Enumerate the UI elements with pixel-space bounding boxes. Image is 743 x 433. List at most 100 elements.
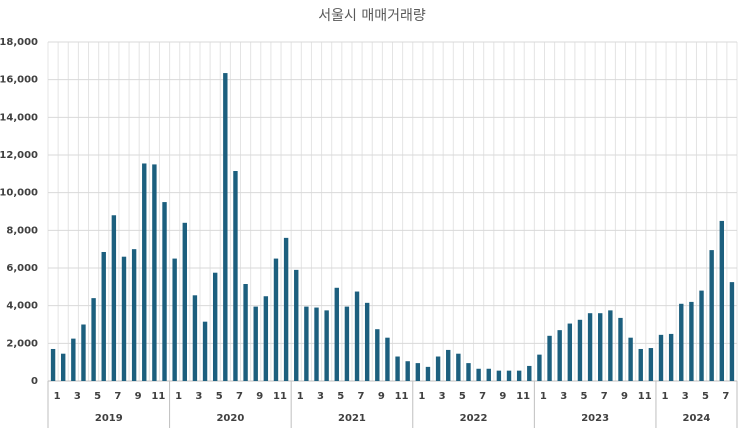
bar [395,356,400,381]
x-tick-label: 9 [621,391,628,402]
year-label: 2024 [683,413,711,424]
x-tick-label: 1 [540,391,547,402]
bar [60,353,66,381]
bar [314,307,319,381]
bar [212,272,218,381]
x-tick-label: 1 [418,391,425,402]
x-tick-label: 1 [175,391,182,402]
bar [71,338,76,381]
bar [294,269,299,381]
bar [496,370,502,381]
bar [638,348,643,381]
chart-title: 서울시 매매거래량 [318,8,426,24]
bar [425,366,431,381]
x-tick-label: 5 [94,391,101,402]
bar [223,73,228,381]
bar [283,237,289,381]
bar [344,306,350,381]
year-label: 2023 [581,413,609,424]
bar [415,363,421,381]
x-tick-label: 7 [236,391,243,402]
bar [577,319,583,381]
bar [263,296,269,381]
bar [537,354,542,381]
bar [152,164,157,381]
year-label: 2020 [216,413,244,424]
bar [334,287,339,381]
bar [486,368,491,381]
y-tick-label: 2,000 [6,338,38,349]
bar [385,337,390,381]
y-tick-label: 6,000 [6,263,38,274]
y-tick-label: 8,000 [6,225,38,236]
bar [405,361,410,381]
bar [527,365,532,381]
x-tick-label: 5 [580,391,587,402]
bar [506,370,512,381]
bar [111,215,117,381]
bar [699,290,704,381]
bar [679,303,684,381]
bar [668,333,674,381]
y-tick-label: 0 [31,376,38,387]
bar [466,363,471,381]
bar [253,306,258,381]
bar [172,258,177,381]
bar [729,282,735,381]
x-tick-label: 7 [479,391,486,402]
bar [202,321,208,381]
bar [162,202,167,381]
x-tick-label: 3 [560,391,567,402]
x-tick-label: 3 [317,391,324,402]
bar [719,220,725,381]
x-tick-label: 9 [256,391,263,402]
bar [435,356,441,381]
x-tick-label: 11 [516,391,530,402]
bar [50,348,56,381]
x-tick-label: 9 [135,391,142,402]
y-tick-label: 12,000 [0,150,38,161]
bar [192,295,198,381]
bar [658,334,664,381]
x-tick-label: 1 [54,391,61,402]
bar [709,250,714,381]
bar [608,310,613,381]
bar [131,249,137,381]
bar [689,301,694,381]
x-tick-label: 9 [499,391,506,402]
x-tick-label: 7 [114,391,121,402]
y-tick-label: 14,000 [0,112,38,123]
y-tick-label: 4,000 [6,301,38,312]
bar [547,335,552,381]
x-tick-label: 3 [439,391,446,402]
x-tick-label: 11 [151,391,165,402]
x-tick-label: 5 [459,391,466,402]
bar [567,323,573,381]
bar [375,329,380,381]
x-tick-label: 1 [662,391,669,402]
x-tick-label: 7 [722,391,729,402]
x-tick-label: 7 [358,391,365,402]
y-tick-label: 10,000 [0,188,38,199]
bar [81,324,86,381]
x-tick-label: 1 [297,391,304,402]
x-tick-label: 5 [337,391,344,402]
bar [354,291,360,381]
bar [182,222,187,381]
bar [273,258,279,381]
year-label: 2021 [338,413,366,424]
x-tick-label: 9 [378,391,385,402]
bar [598,313,603,381]
year-label: 2019 [95,413,123,424]
bar [101,251,106,381]
x-tick-label: 11 [638,391,652,402]
x-tick-label: 7 [601,391,608,402]
x-tick-label: 5 [702,391,709,402]
bar [304,306,309,381]
x-tick-label: 3 [682,391,689,402]
bar [476,368,481,381]
bar [648,348,654,381]
bar [233,171,238,381]
bar [628,337,633,381]
